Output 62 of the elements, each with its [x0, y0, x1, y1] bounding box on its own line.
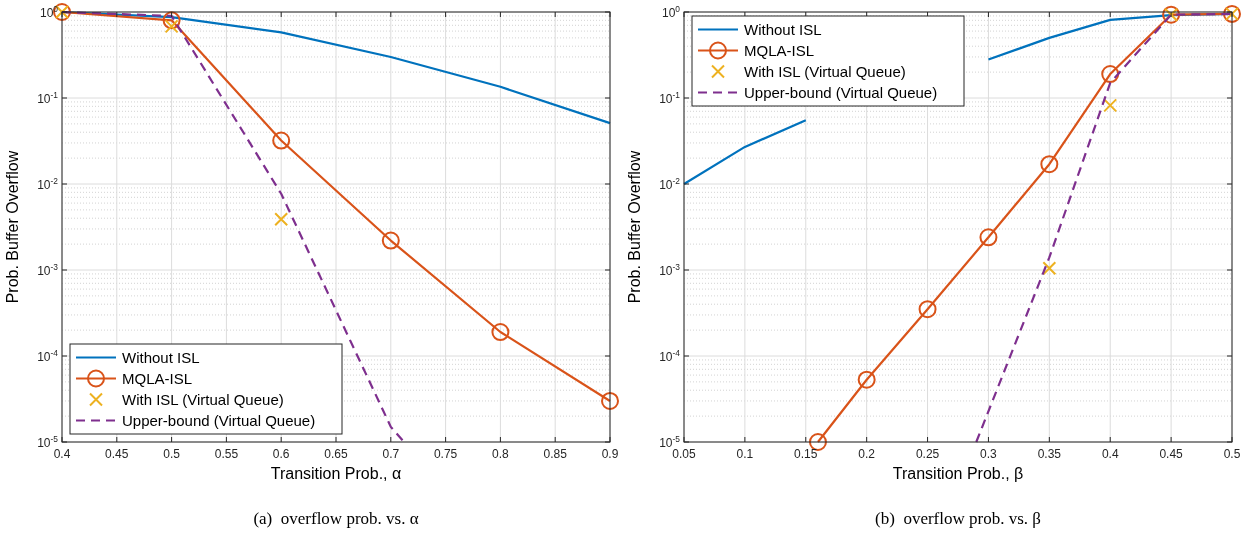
x-axis-title: Transition Prob., α	[270, 465, 402, 482]
point	[979, 228, 998, 247]
point	[381, 231, 400, 250]
y-tick-label: 10$^{-1}$	[37, 90, 59, 106]
legend-label: Upper-bound (Virtual Queue)	[744, 83, 938, 101]
x-tick-label: 0.1	[736, 447, 754, 461]
point	[162, 11, 181, 30]
x-tick-label: 0.15	[794, 447, 818, 461]
y-tick-label: 10$^{-5}$	[659, 434, 681, 450]
x-tick-label: 0.5	[1223, 447, 1241, 461]
point	[601, 391, 619, 410]
y-tick-label: 10$^{0}$	[39, 4, 59, 20]
text: (b) overflow prob. vs. β	[875, 509, 1041, 528]
legend-label: MQLA-ISL	[744, 41, 815, 59]
x-tick-label: 0.25	[915, 447, 940, 461]
point	[1101, 65, 1120, 84]
x-tick-label: 0.3	[980, 447, 998, 461]
x-tick-label: 0.2	[858, 447, 876, 461]
point	[164, 19, 179, 34]
y-axis-title: Prob. Buffer Overflow	[626, 150, 643, 304]
y-axis-title: Prob. Buffer Overflow	[4, 150, 21, 304]
point	[1040, 155, 1059, 174]
x-tick-label: 0.35	[1037, 447, 1062, 461]
y-tick-label: 10$^{-3}$	[659, 262, 681, 278]
x-tick-label: 0.85	[543, 447, 568, 461]
legend-label: With ISL (Virtual Queue)	[122, 390, 284, 408]
y-tick-label: 10$^{-2}$	[37, 176, 59, 192]
x-tick-label: 0.75	[433, 447, 458, 461]
x-axis-title: Transition Prob., β	[892, 465, 1024, 482]
x-tick-label: 0.05	[672, 447, 696, 461]
x-tick-label: 0.5	[163, 447, 181, 461]
point	[1042, 261, 1057, 276]
y-tick-label: 10$^{-3}$	[37, 262, 59, 278]
x-tick-label: 0.45	[1159, 447, 1184, 461]
legend-label: Without ISL	[744, 20, 822, 38]
legend-label: Without ISL	[122, 348, 200, 366]
y-tick-label: 10$^{-4}$	[37, 348, 59, 364]
x-tick-label: 0.6	[272, 447, 290, 461]
x-tick-label: 0.8	[492, 447, 510, 461]
x-tick-label: 0.9	[601, 447, 619, 461]
point	[272, 131, 291, 150]
legend-label: Upper-bound (Virtual Queue)	[122, 411, 316, 429]
text: (a) overflow prob. vs. α	[253, 509, 419, 528]
point	[918, 300, 937, 319]
x-tick-label: 0.4	[53, 447, 71, 461]
legend-label: With ISL (Virtual Queue)	[744, 62, 906, 80]
y-tick-label: 10$^{-5}$	[37, 434, 59, 450]
point	[1103, 98, 1118, 113]
point	[857, 370, 876, 389]
y-tick-label: 10$^{0}$	[661, 4, 681, 20]
point	[274, 212, 289, 227]
point	[808, 433, 827, 451]
y-tick-label: 10$^{-4}$	[659, 348, 681, 364]
x-tick-label: 0.7	[382, 447, 400, 461]
x-tick-label: 0.65	[324, 447, 348, 461]
y-tick-label: 10$^{-1}$	[659, 90, 681, 106]
y-tick-label: 10$^{-2}$	[659, 176, 681, 192]
legend-label: MQLA-ISL	[122, 369, 193, 387]
x-tick-label: 0.4	[1101, 447, 1119, 461]
x-tick-label: 0.45	[105, 447, 129, 461]
point	[491, 323, 510, 342]
x-tick-label: 0.55	[214, 447, 239, 461]
